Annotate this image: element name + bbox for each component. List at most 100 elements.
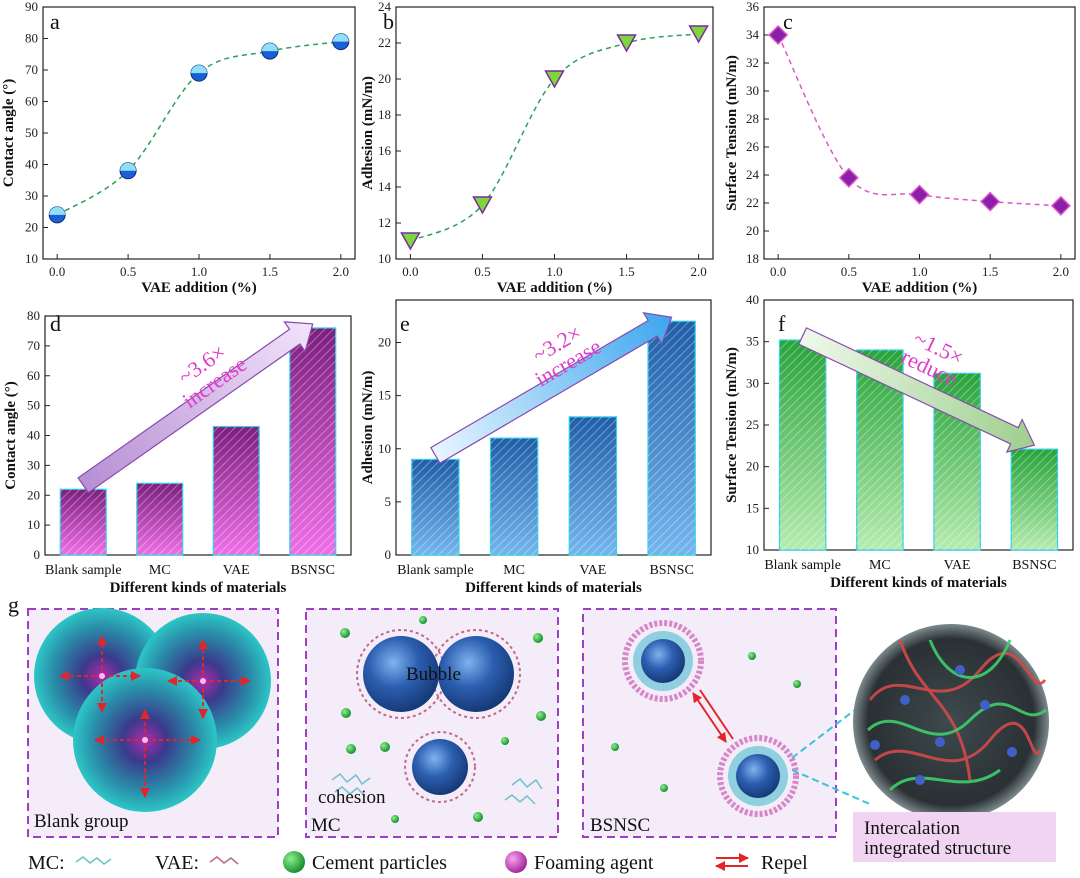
- x-axis-label: VAE addition (%): [141, 280, 257, 296]
- x-tick-label: 0.5: [841, 264, 857, 279]
- y-tick-label: 20: [746, 459, 759, 474]
- bar-hatch: [289, 327, 336, 555]
- data-point-highlight: [261, 43, 278, 52]
- y-tick-label: 20: [378, 335, 391, 350]
- x-axis-label: Different kinds of materials: [110, 580, 287, 596]
- y-tick-label: 60: [25, 94, 38, 109]
- x-tick-label: 1.5: [262, 264, 278, 279]
- bubble-label: Bubble: [406, 664, 461, 685]
- data-point: [768, 24, 789, 46]
- category-label: MC: [869, 558, 891, 573]
- x-tick-label: 0.5: [474, 264, 490, 279]
- bubble: [641, 639, 685, 683]
- data-point: [909, 184, 930, 205]
- x-tick-label: 2.0: [333, 264, 349, 279]
- panel-label-a: a: [50, 9, 60, 34]
- scene-bsnsc-group: BSNSC: [582, 608, 837, 838]
- category-label: VAE: [944, 558, 971, 573]
- mc-group-label: MC: [311, 815, 341, 836]
- bar-hatch: [60, 489, 107, 555]
- x-tick-label: 1.5: [618, 264, 634, 279]
- category-label: Blank sample: [397, 563, 474, 578]
- y-tick-label: 50: [27, 398, 40, 413]
- fit-curve: [56, 40, 341, 216]
- repel-arrows-icon: [715, 853, 749, 871]
- category-label: BSNSC: [1012, 558, 1056, 573]
- y-tick-label: 10: [746, 542, 759, 557]
- chart-f: 10 15 20 25 30 35 40 Surface Tension (mN/m) Blan…: [724, 292, 1074, 591]
- data-point-highlight: [332, 33, 349, 42]
- category-label: BSNSC: [649, 563, 693, 578]
- panel-label-g: g: [8, 592, 19, 617]
- y-tick-label: 50: [25, 125, 38, 140]
- bar-hatch: [1011, 449, 1058, 550]
- x-tick-label: 0.5: [120, 264, 136, 279]
- data-point: [472, 196, 493, 215]
- x-tick-label: 0.0: [770, 264, 786, 279]
- chart-d: 0 10 20 30 40 50 60 70 80 Contact angle (°) Blank …: [3, 308, 352, 596]
- x-tick-label: 2.0: [1053, 264, 1069, 279]
- vae-chain-icon: [209, 856, 239, 865]
- plot-frame: [763, 6, 1076, 260]
- fit-curve: [410, 33, 699, 242]
- y-tick-label: 10: [25, 251, 38, 266]
- mc-chain-icon: [75, 856, 112, 865]
- chart-b: 10 12 14 16 18 20 22 24 Adhesion (mN/m) 0.0 0.5 1.0…: [360, 0, 714, 296]
- y-axis-label: Surface Tension (mN/m): [724, 55, 740, 211]
- y-axis-label: Contact angle (°): [3, 381, 19, 489]
- plot-frame: [395, 299, 712, 556]
- y-tick-label: 80: [27, 308, 40, 323]
- y-tick-label: 40: [25, 157, 38, 172]
- panel-label-e: e: [400, 311, 410, 336]
- data-point: [616, 34, 637, 53]
- x-tick-label: 1.0: [911, 264, 927, 279]
- panel-label-b: b: [383, 9, 394, 34]
- data-point: [688, 25, 709, 44]
- x-tick-label: 1.0: [191, 264, 207, 279]
- cohesion-label: cohesion: [318, 787, 386, 808]
- bubble: [736, 754, 780, 798]
- y-tick-label: 26: [746, 139, 760, 154]
- y-tick-label: 24: [746, 167, 760, 182]
- legend-cement-label: Cement particles: [312, 852, 447, 874]
- x-axis-label: VAE addition (%): [497, 280, 613, 296]
- data-point: [400, 232, 421, 251]
- annotation: ~3.2×increase: [528, 320, 605, 392]
- y-tick-label: 90: [25, 0, 38, 14]
- bar-hatch: [411, 459, 459, 555]
- intercalation-label-2: integrated structure: [864, 838, 1011, 859]
- category-label: VAE: [579, 563, 606, 578]
- data-point: [1050, 195, 1071, 216]
- data-point: [838, 167, 859, 188]
- category-label: BSNSC: [291, 563, 335, 578]
- chart-c: 18 20 22 24 26 28 30 32 34 36 Surface Tension (mN/…: [724, 0, 1076, 296]
- bar-hatch: [569, 416, 617, 555]
- y-axis-label: Adhesion (mN/m): [360, 76, 376, 190]
- y-tick-label: 0: [385, 547, 392, 562]
- panel-label-d: d: [50, 311, 61, 336]
- bar-hatch: [213, 426, 260, 555]
- y-tick-label: 22: [746, 195, 759, 210]
- y-tick-label: 16: [378, 143, 392, 158]
- y-tick-label: 18: [378, 107, 391, 122]
- y-tick-label: 15: [746, 500, 759, 515]
- trend-arrow: [77, 321, 314, 494]
- trend-arrow: [797, 327, 1036, 453]
- y-axis-label: Contact angle (°): [1, 79, 17, 187]
- legend-foaming-label: Foaming agent: [534, 852, 654, 874]
- y-tick-label: 70: [25, 62, 38, 77]
- panel-label-c: c: [783, 9, 793, 34]
- foaming-agent-icon: [505, 851, 527, 873]
- data-point-highlight: [49, 206, 66, 215]
- annotation: ~3.6×increase: [173, 339, 251, 413]
- legend: MC: VAE: Cement particles Foaming agent …: [28, 851, 808, 874]
- bar-hatch: [648, 321, 696, 555]
- plot-frame: [395, 6, 714, 260]
- y-axis-label: Surface Tension (mN/m): [724, 347, 740, 503]
- y-tick-label: 80: [25, 31, 38, 46]
- y-tick-label: 14: [378, 179, 392, 194]
- bar-hatch: [490, 438, 538, 555]
- fit-curve: [777, 34, 1061, 207]
- category-label: MC: [503, 563, 525, 578]
